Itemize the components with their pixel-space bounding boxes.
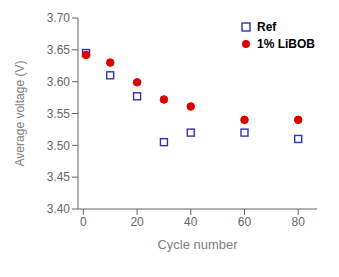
svg-text:Cycle number: Cycle number bbox=[157, 237, 238, 252]
svg-text:40: 40 bbox=[184, 215, 198, 229]
svg-text:20: 20 bbox=[130, 215, 144, 229]
svg-text:60: 60 bbox=[238, 215, 252, 229]
svg-text:3.40: 3.40 bbox=[47, 202, 71, 216]
html-text:1% LiBOB: 1% LiBOB bbox=[257, 37, 315, 51]
svg-text:3.70: 3.70 bbox=[47, 11, 71, 25]
svg-text:3.50: 3.50 bbox=[47, 139, 71, 153]
svg-text:3.55: 3.55 bbox=[47, 107, 71, 121]
svg-text:3.65: 3.65 bbox=[47, 43, 71, 57]
html-text:Ref: Ref bbox=[257, 20, 277, 34]
svg-text:80: 80 bbox=[292, 215, 306, 229]
svg-text:Average voltage (V): Average voltage (V) bbox=[13, 61, 27, 167]
svg-text:3.45: 3.45 bbox=[47, 170, 71, 184]
svg-text:0: 0 bbox=[80, 215, 87, 229]
svg-text:3.60: 3.60 bbox=[47, 75, 71, 89]
